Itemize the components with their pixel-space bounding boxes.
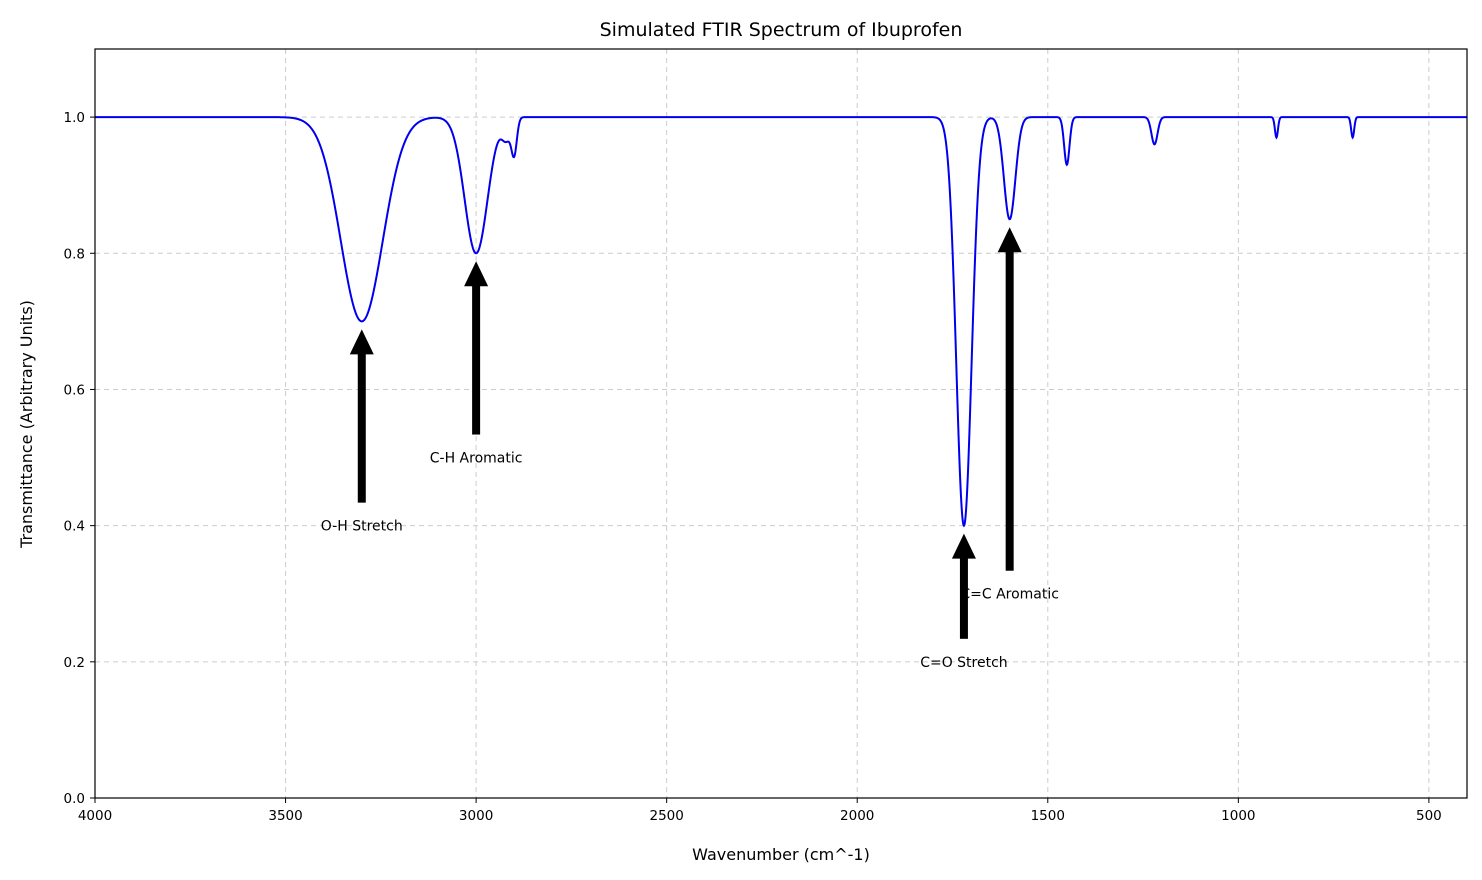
y-tick-label: 0.4: [64, 519, 85, 535]
arrow-head: [464, 261, 489, 287]
annotation-arrow: [349, 329, 374, 503]
arrow-shaft: [1005, 251, 1014, 571]
annotation-arrow: [464, 261, 489, 435]
spectrum-line: [95, 116, 1467, 528]
annotation-label: O-H Stretch: [321, 519, 403, 535]
arrow-shaft: [357, 353, 366, 503]
x-tick-label: 1000: [1221, 808, 1255, 824]
x-tick-label: 2000: [840, 808, 874, 824]
x-axis-title: Wavenumber (cm^-1): [692, 845, 870, 864]
annotation-arrow: [997, 227, 1022, 571]
annotations: O-H Stretch C-H Aromatic C=O Stretch C=C Ar…: [321, 227, 1059, 671]
annotation-label: C=C Aromatic: [960, 587, 1059, 603]
annotation-label: C=O Stretch: [920, 655, 1007, 671]
annotation-arrow: [951, 533, 976, 639]
arrow-head: [951, 533, 976, 559]
x-tick-label: 3000: [459, 808, 493, 824]
x-tick-label: 2500: [649, 808, 683, 824]
y-tick-label: 1.0: [64, 110, 85, 126]
y-tick-label: 0.2: [64, 655, 85, 671]
arrow-shaft: [472, 285, 481, 435]
x-tick-label: 4000: [78, 808, 112, 824]
plot-frame: [94, 48, 1468, 799]
annotation-label: C-H Aromatic: [430, 451, 523, 467]
y-tick-label: 0.0: [64, 791, 85, 807]
x-tick-label: 1500: [1031, 808, 1065, 824]
y-axis-title: Transmittance (Arbitrary Units): [17, 300, 36, 549]
arrow-head: [997, 227, 1022, 253]
grid: [94, 49, 1467, 799]
arrow-head: [349, 329, 374, 355]
ticks: 4000 3500 3000 2500 2000 1500 1000 500 0.0 0.2 0.4…: [64, 110, 1442, 824]
y-tick-label: 0.8: [64, 246, 85, 262]
x-tick-label: 500: [1416, 808, 1442, 824]
arrow-shaft: [959, 557, 968, 639]
y-tick-label: 0.6: [64, 382, 85, 398]
chart-title: Simulated FTIR Spectrum of Ibuprofen: [600, 19, 963, 41]
x-tick-label: 3500: [268, 808, 302, 824]
